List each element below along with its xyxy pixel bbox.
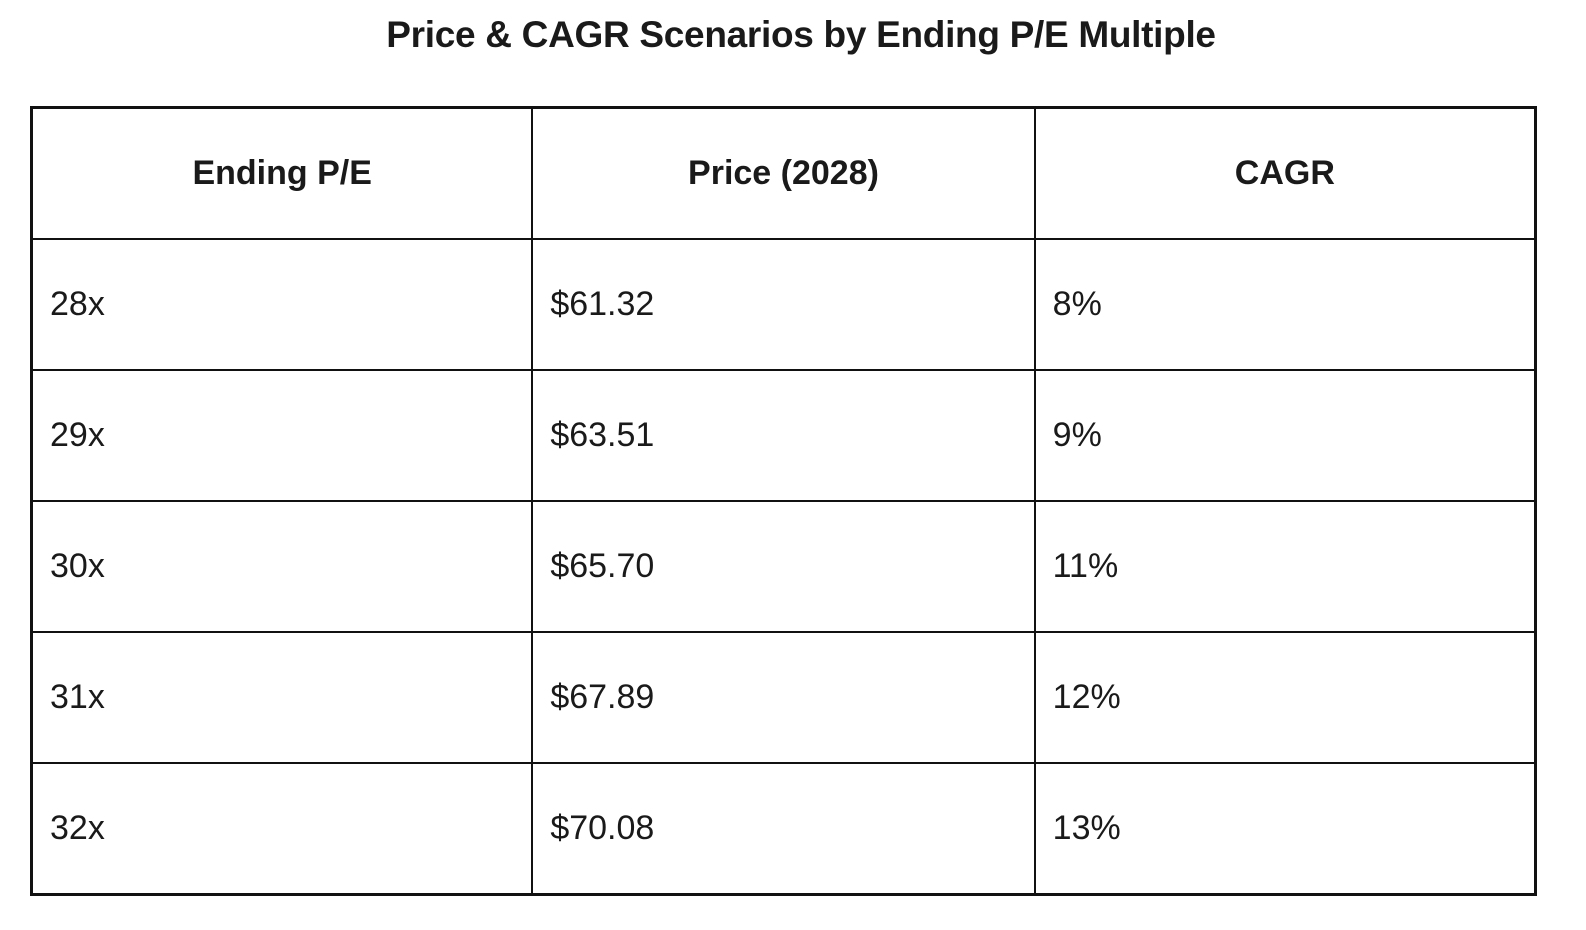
table-header: Ending P/E Price (2028) CAGR: [30, 106, 1537, 240]
scenarios-table: Ending P/E Price (2028) CAGR 28x $61.32 …: [30, 106, 1537, 896]
table-title: Price & CAGR Scenarios by Ending P/E Mul…: [386, 14, 1216, 55]
column-header-price-2028: Price (2028): [531, 106, 1036, 240]
cell-cagr: 9%: [1033, 369, 1537, 502]
column-header-cagr: CAGR: [1033, 106, 1537, 240]
cell-price: $65.70: [531, 500, 1036, 633]
cell-price: $67.89: [531, 631, 1036, 764]
cell-ending-pe: 32x: [30, 762, 534, 896]
column-header-ending-pe: Ending P/E: [30, 106, 534, 240]
cell-price: $63.51: [531, 369, 1036, 502]
table-row: 28x $61.32 8%: [30, 238, 1537, 371]
cell-ending-pe: 28x: [30, 238, 534, 371]
cell-cagr: 13%: [1033, 762, 1537, 896]
cell-price: $61.32: [531, 238, 1036, 371]
cell-ending-pe: 29x: [30, 369, 534, 502]
cell-cagr: 11%: [1033, 500, 1537, 633]
cell-ending-pe: 31x: [30, 631, 534, 764]
table-body: 28x $61.32 8% 29x $63.51 9% 30x $65.70 1…: [30, 238, 1537, 896]
cell-ending-pe: 30x: [30, 500, 534, 633]
table-row: 31x $67.89 12%: [30, 631, 1537, 764]
cell-cagr: 8%: [1033, 238, 1537, 371]
header-row: Ending P/E Price (2028) CAGR: [30, 106, 1537, 240]
table-row: 29x $63.51 9%: [30, 369, 1537, 502]
cell-cagr: 12%: [1033, 631, 1537, 764]
table-row: 32x $70.08 13%: [30, 762, 1537, 896]
cell-price: $70.08: [531, 762, 1036, 896]
table-row: 30x $65.70 11%: [30, 500, 1537, 633]
